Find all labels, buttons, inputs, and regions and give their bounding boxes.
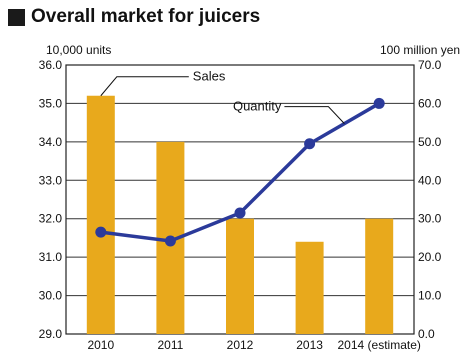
left-tick-label: 29.0 xyxy=(39,327,63,341)
chart-title-row: Overall market for juicers xyxy=(8,6,260,28)
left-axis-unit: 10,000 units xyxy=(46,43,111,57)
right-tick-label: 0.0 xyxy=(418,327,435,341)
quantity-point xyxy=(95,226,107,238)
right-tick-label: 60.0 xyxy=(418,96,442,110)
right-tick-label: 20.0 xyxy=(418,250,442,264)
chart-title: Overall market for juicers xyxy=(31,6,261,27)
right-tick-label: 50.0 xyxy=(418,135,442,149)
left-tick-label: 30.0 xyxy=(39,289,63,303)
quantity-callout-label: Quantity xyxy=(233,99,282,114)
sales-callout-line xyxy=(100,76,189,97)
sales-callout-label: Sales xyxy=(193,69,226,84)
right-tick-label: 40.0 xyxy=(418,173,442,187)
x-tick-label: 2011 xyxy=(157,338,183,352)
sales-bar xyxy=(226,218,254,334)
x-tick-label: 2014 (estimate) xyxy=(338,338,421,352)
quantity-point xyxy=(164,235,176,247)
title-square-icon xyxy=(8,8,25,26)
quantity-callout-line xyxy=(284,106,345,124)
left-tick-label: 36.0 xyxy=(39,58,63,72)
x-tick-label: 2012 xyxy=(227,338,254,352)
sales-bar xyxy=(86,95,115,334)
left-tick-label: 33.0 xyxy=(39,173,63,187)
sales-bar xyxy=(295,241,324,334)
left-tick-label: 35.0 xyxy=(39,96,63,110)
left-tick-label: 34.0 xyxy=(39,135,63,149)
bar-series xyxy=(86,95,394,334)
x-tick-label: 2010 xyxy=(87,338,114,352)
right-axis-unit: 100 million yen xyxy=(380,43,460,57)
left-tick-label: 32.0 xyxy=(39,212,63,226)
left-tick-label: 31.0 xyxy=(39,250,63,264)
quantity-point xyxy=(304,138,316,150)
sales-bar xyxy=(365,218,394,334)
series-callouts: Sales Quantity xyxy=(100,69,345,124)
line-series xyxy=(95,97,385,247)
quantity-point xyxy=(234,207,246,219)
x-tick-label: 2013 xyxy=(296,338,323,352)
right-tick-label: 10.0 xyxy=(418,289,442,303)
quantity-point xyxy=(373,97,385,109)
right-tick-label: 30.0 xyxy=(418,212,442,226)
right-tick-label: 70.0 xyxy=(418,58,442,72)
tick-labels: 29.0 30.0 31.0 32.0 33.0 34.0 35.0 36.0 0.0 10.0 2… xyxy=(39,58,442,352)
